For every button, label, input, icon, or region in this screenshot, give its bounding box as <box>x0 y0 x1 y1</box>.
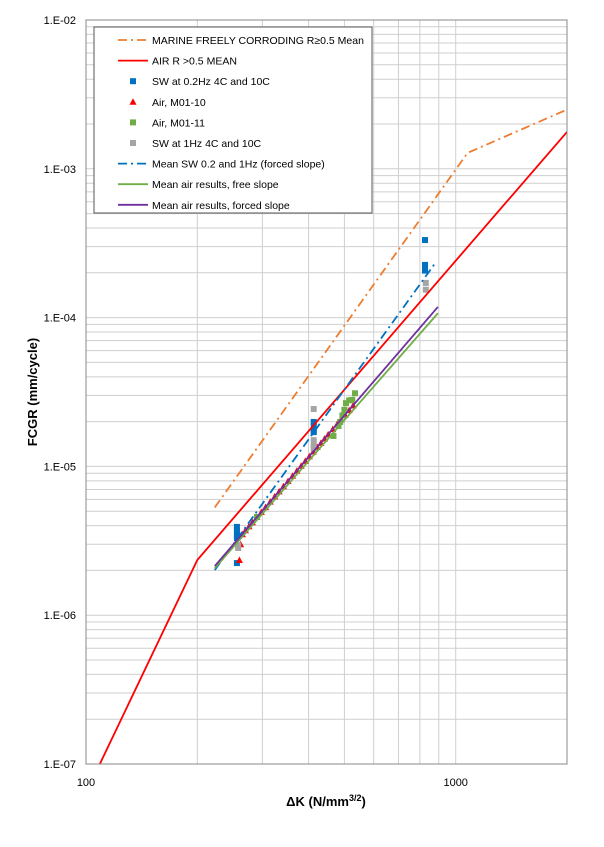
legend-swatch-marker <box>130 78 136 85</box>
point-air-m01-11 <box>346 397 353 404</box>
legend-label: Air, M01-11 <box>152 117 205 129</box>
x-axis-label-end: ) <box>361 794 365 809</box>
point-sw-at-0-2hz-4c-and-10c <box>310 429 317 436</box>
point-sw-at-1hz-4c-and-10c <box>235 542 242 549</box>
point-air-m01-11 <box>339 412 346 419</box>
y-tick-label: 1.E-05 <box>44 461 76 473</box>
legend: MARINE FREELY CORRODING R≥0.5 Mean AIR R … <box>93 26 373 214</box>
legend-label: Mean air results, forced slope <box>152 200 290 212</box>
point-air-m01-10 <box>235 556 243 563</box>
y-tick-label: 1.E-02 <box>44 15 76 27</box>
legend-label: SW at 1Hz 4C and 10C <box>152 138 262 150</box>
legend-swatch-marker <box>129 98 137 105</box>
point-sw-at-1hz-4c-and-10c <box>422 286 429 293</box>
point-sw-at-0-2hz-4c-and-10c <box>422 237 429 244</box>
point-sw-at-1hz-4c-and-10c <box>310 444 317 451</box>
line-mean-air-results-forced-slope <box>214 306 439 567</box>
line-mean-sw-0-2-and-1hz-forced-slope- <box>214 261 437 571</box>
x-axis-label: ΔK (N/mm3/2) <box>286 793 366 809</box>
legend-box <box>93 26 373 214</box>
point-sw-at-1hz-4c-and-10c <box>422 279 429 286</box>
y-tick-label: 1.E-04 <box>44 313 76 325</box>
legend-label: MARINE FREELY CORRODING R≥0.5 Mean <box>152 35 364 47</box>
point-air-m01-11 <box>330 433 337 440</box>
point-air-m01-11 <box>351 390 358 397</box>
line-air-r-0-5-mean <box>99 131 568 765</box>
point-sw-at-0-2hz-4c-and-10c <box>233 523 240 530</box>
point-sw-at-0-2hz-4c-and-10c <box>310 418 317 425</box>
legend-swatch-marker <box>130 119 136 126</box>
line-mean-air-results-free-slope <box>214 312 439 569</box>
y-tick-label: 1.E-03 <box>44 164 76 176</box>
legend-swatch-marker <box>130 140 136 146</box>
y-axis-label: FCGR (mm/cycle) <box>25 338 40 446</box>
x-axis-label-main: ΔK (N/mm <box>286 794 349 809</box>
point-sw-at-1hz-4c-and-10c <box>310 406 317 413</box>
point-air-m01-11 <box>349 396 356 403</box>
legend-label: Mean SW 0.2 and 1Hz (forced slope) <box>152 159 325 171</box>
legend-label: Mean air results, free slope <box>152 179 279 191</box>
x-tick-label: 100 <box>77 777 95 789</box>
series-layer <box>99 108 568 765</box>
point-air-m01-11 <box>337 418 344 425</box>
point-sw-at-0-2hz-4c-and-10c <box>233 560 240 567</box>
legend-label: SW at 0.2Hz 4C and 10C <box>152 76 270 88</box>
plot-area-border <box>85 19 568 765</box>
legend-label: Air, M01-10 <box>152 97 206 109</box>
point-air-m01-11 <box>343 400 350 407</box>
line-marine-freely-corroding-r-0-5-mean <box>214 108 568 508</box>
point-sw-at-0-2hz-4c-and-10c <box>422 267 429 274</box>
point-sw-at-1hz-4c-and-10c <box>310 437 317 444</box>
x-axis-label-sup: 3/2 <box>349 793 362 803</box>
legend-label: AIR R >0.5 MEAN <box>152 56 237 68</box>
y-tick-label: 1.E-06 <box>44 610 76 622</box>
y-tick-label: 1.E-07 <box>44 759 76 771</box>
x-tick-label: 1000 <box>443 777 467 789</box>
point-sw-at-0-2hz-4c-and-10c <box>233 527 240 534</box>
point-air-m01-11 <box>341 406 348 413</box>
